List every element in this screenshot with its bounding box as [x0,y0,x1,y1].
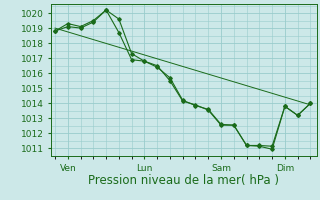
X-axis label: Pression niveau de la mer( hPa ): Pression niveau de la mer( hPa ) [89,174,279,187]
